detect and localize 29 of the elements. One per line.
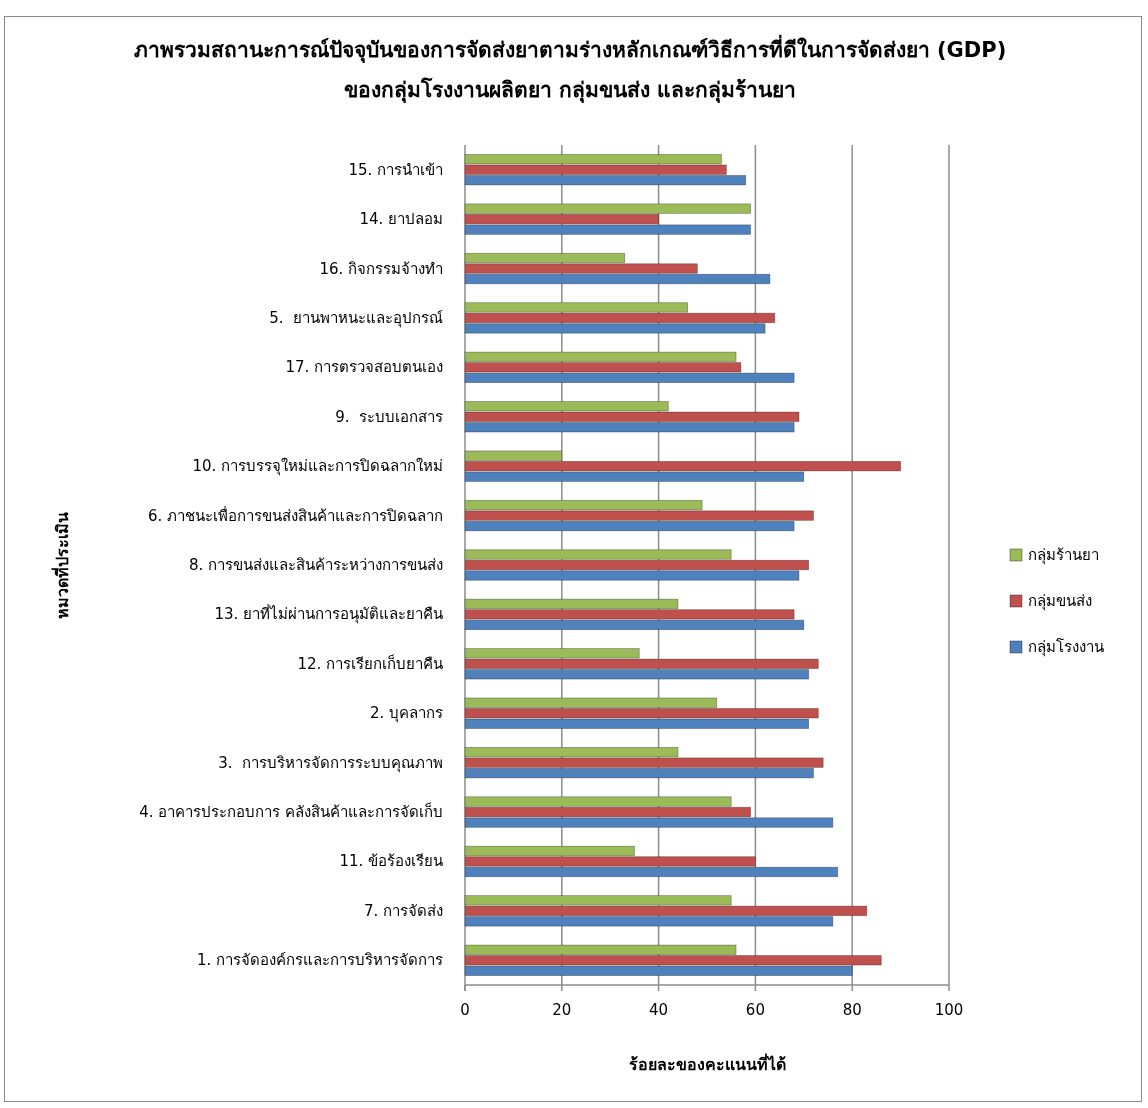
y-tick-label: 3. การบริหารจัดการระบบคุณภาพ [218,753,443,773]
x-tick-label: 0 [460,1001,470,1019]
y-tick-label: 1. การจัดองค์กรและการบริหารจัดการ [196,951,443,970]
y-tick-label: 7. การจัดส่ง [363,901,443,920]
x-tick-label: 20 [552,1001,572,1019]
y-tick-label: 9. ระบบเอกสาร [335,407,443,426]
y-tick-label: 10. การบรรจุใหม่และการปิดฉลากใหม่ [192,457,443,477]
y-tick-label: 6. ภาชนะเพื่อการขนส่งสินค้าและการปิดฉลาก [147,504,443,525]
y-tick-label: 14. ยาปลอม [359,210,443,229]
legend-label: กลุ่มร้านยา [1028,546,1099,565]
y-tick-label: 12. การเรียกเก็บยาคืน [297,653,443,673]
y-tick-label: 8. การขนส่งและสินค้าระหว่างการขนส่ง [188,556,443,574]
x-tick-label: 80 [842,1001,862,1019]
y-tick-label: 5. ยานพาหนะและอุปกรณ์ [269,308,443,328]
chart-title: ภาพรวมสถานะการณ์ปัจจุบันของการจัดส่งยาตามร่างหลักเกณฑ์วิธีการที่ดีในการจัดส่งยา (GDP) ของกลุ่มโรงงานผลิตยา กลุ่มขนส่ง และกลุ่มร้านยา [132,33,1008,105]
legend-label: กลุ่มโรงงาน [1028,638,1104,657]
y-tick-label: 11. ข้อร้องเรียน [339,852,443,871]
legend-label: กลุ่มขนส่ง [1028,592,1092,611]
x-axis-title: ร้อยละของคะแนนที่ได้ [628,1053,786,1074]
y-tick-label: 15. การนำเข้า [348,160,443,179]
x-tick-label: 40 [649,1001,669,1019]
y-tick-label: 17. การตรวจสอบตนเอง [285,358,443,377]
x-tick-label: 100 [934,1001,964,1019]
y-tick-label: 13. ยาที่ไม่ผ่านการอนุมัติและยาคืน [214,603,443,625]
x-tick-label: 60 [745,1001,765,1019]
y-axis-title: หมวดที่ประเมิน [51,511,72,619]
y-tick-label: 4. อาคารประกอบการ คลังสินค้าและการจัดเก็บ [139,802,443,822]
y-tick-label: 16. กิจกรรมจ้างทำ [319,259,443,278]
y-tick-label: 2. บุคลากร [369,704,443,724]
